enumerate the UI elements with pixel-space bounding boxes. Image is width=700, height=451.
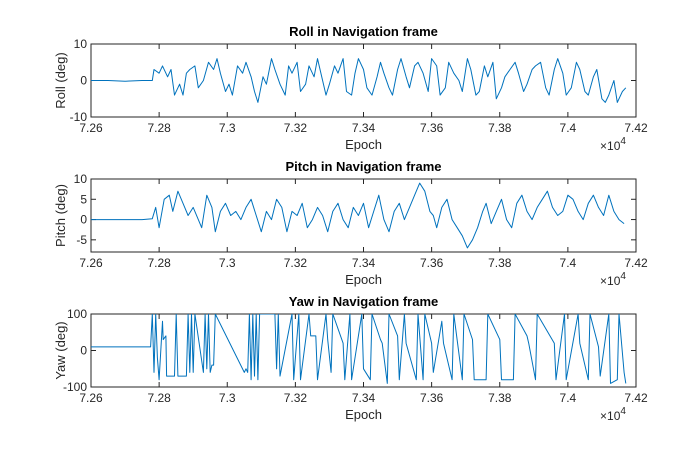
yaw-x-exponent-base: 10 xyxy=(607,409,621,423)
yaw-x-tick-label: 7.34 xyxy=(352,391,376,405)
pitch-y-axis-label: Pitch (deg) xyxy=(53,184,68,247)
yaw-y-tick-label: 0 xyxy=(80,344,87,358)
yaw-x-tick-label: 7.26 xyxy=(79,391,103,405)
roll-x-tick-label: 7.32 xyxy=(284,121,308,135)
yaw-axes: Yaw in Navigation frame 7.26 7.28 7.3 7.32 7.… xyxy=(53,294,648,423)
yaw-y-axis-label: Yaw (deg) xyxy=(53,321,68,379)
pitch-plot-area xyxy=(90,178,637,253)
yaw-x-axis-label: Epoch xyxy=(345,407,382,422)
roll-x-exponent-power: 4 xyxy=(620,136,626,147)
pitch-x-tick-label: 7.36 xyxy=(420,256,444,270)
yaw-x-tick-label: 7.3 xyxy=(219,391,236,405)
pitch-x-exponent-base: 10 xyxy=(607,274,621,288)
roll-y-axis-label: Roll (deg) xyxy=(53,52,68,108)
roll-x-tick-label: 7.26 xyxy=(79,121,103,135)
roll-x-exponent-base: 10 xyxy=(607,139,621,153)
roll-x-tick-label: 7.34 xyxy=(352,121,376,135)
pitch-x-tick-label: 7.34 xyxy=(352,256,376,270)
roll-x-axis-label: Epoch xyxy=(345,137,382,152)
yaw-x-exponent-prefix: × xyxy=(600,409,607,423)
pitch-x-exponent-power: 4 xyxy=(620,271,626,282)
pitch-y-tick-label: 5 xyxy=(80,192,87,206)
yaw-x-exponent-label: ×104 xyxy=(600,406,626,423)
pitch-x-axis-label: Epoch xyxy=(345,272,382,287)
pitch-x-tick-label: 7.32 xyxy=(284,256,308,270)
pitch-x-tick-label: 7.3 xyxy=(219,256,236,270)
pitch-axes: Pitch in Navigation frame 7.26 7.28 7.3 7.32… xyxy=(53,159,648,288)
roll-x-tick-label: 7.42 xyxy=(624,121,648,135)
roll-x-tick-label: 7.28 xyxy=(147,121,171,135)
yaw-x-tick-label: 7.28 xyxy=(147,391,171,405)
roll-plot-area xyxy=(90,43,637,118)
roll-x-tick-label: 7.38 xyxy=(488,121,512,135)
yaw-x-tick-label: 7.38 xyxy=(488,391,512,405)
pitch-x-tick-label: 7.38 xyxy=(488,256,512,270)
roll-chart-title: Roll in Navigation frame xyxy=(289,24,438,39)
pitch-x-tick-label: 7.42 xyxy=(624,256,648,270)
roll-axes: Roll in Navigation frame 7.26 7.28 7.3 7.32 7… xyxy=(53,24,648,153)
pitch-x-exponent-prefix: × xyxy=(600,274,607,288)
yaw-x-exponent-power: 4 xyxy=(620,406,626,417)
pitch-x-tick-label: 7.4 xyxy=(560,256,577,270)
roll-series-line xyxy=(91,58,627,103)
yaw-y-tick-label: -100 xyxy=(63,380,87,394)
pitch-y-tick-label: -5 xyxy=(76,233,87,247)
roll-x-exponent-label: ×104 xyxy=(600,136,626,153)
roll-y-tick-label: 0 xyxy=(80,74,87,88)
roll-y-tick-label: 10 xyxy=(74,37,88,51)
yaw-y-tick-label: 100 xyxy=(67,307,87,321)
pitch-x-tick-label: 7.26 xyxy=(79,256,103,270)
yaw-x-tick-label: 7.42 xyxy=(624,391,648,405)
pitch-x-exponent-label: ×104 xyxy=(600,271,626,288)
yaw-x-tick-label: 7.36 xyxy=(420,391,444,405)
pitch-y-tick-label: 0 xyxy=(80,213,87,227)
pitch-series-line xyxy=(91,182,625,249)
pitch-chart-title: Pitch in Navigation frame xyxy=(285,159,441,174)
roll-x-tick-label: 7.3 xyxy=(219,121,236,135)
yaw-series-line xyxy=(91,314,627,384)
roll-y-tick-label: -10 xyxy=(70,110,88,124)
yaw-x-tick-label: 7.4 xyxy=(560,391,577,405)
roll-x-tick-label: 7.36 xyxy=(420,121,444,135)
roll-x-exponent-prefix: × xyxy=(600,139,607,153)
roll-x-tick-label: 7.4 xyxy=(560,121,577,135)
yaw-plot-area xyxy=(90,313,637,388)
yaw-x-tick-label: 7.32 xyxy=(284,391,308,405)
yaw-chart-title: Yaw in Navigation frame xyxy=(289,294,439,309)
pitch-y-tick-label: 10 xyxy=(74,172,88,186)
pitch-x-tick-label: 7.28 xyxy=(147,256,171,270)
